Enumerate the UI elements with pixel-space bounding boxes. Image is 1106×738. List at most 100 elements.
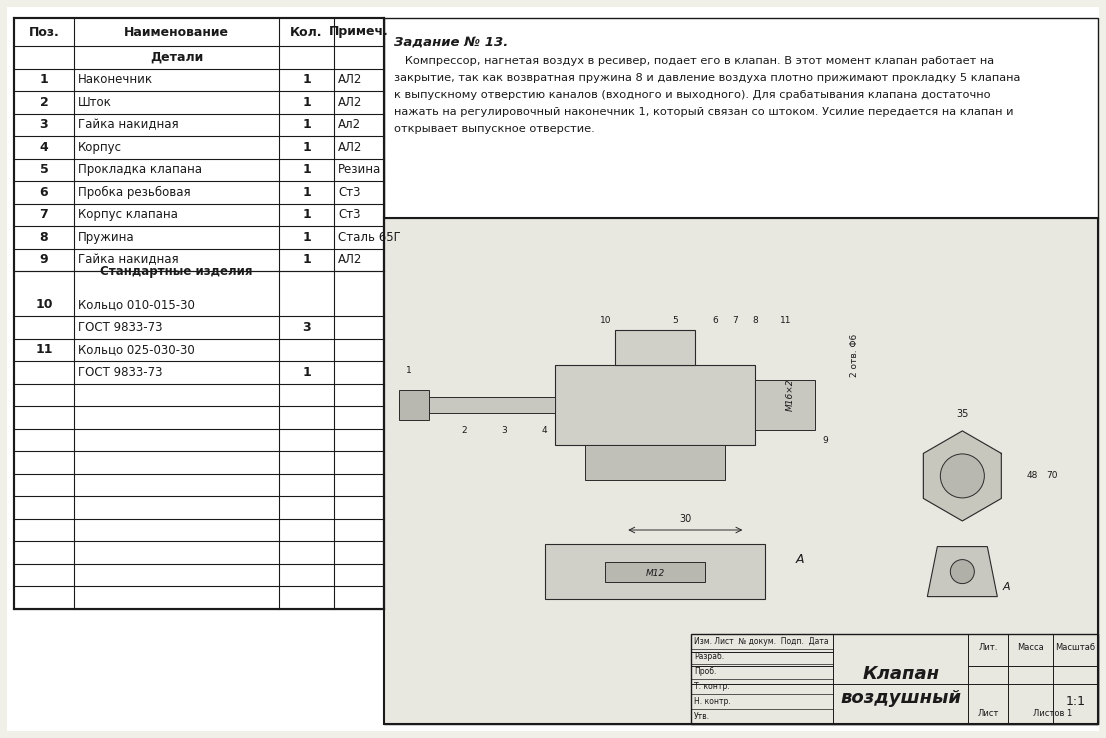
Text: 9: 9 (40, 253, 49, 266)
Text: АЛ2: АЛ2 (338, 96, 363, 108)
Text: 70: 70 (1046, 472, 1058, 480)
Text: 4: 4 (40, 141, 49, 154)
Bar (14, 18, 384, 609)
Text: ГОСТ 9833-73: ГОСТ 9833-73 (79, 366, 163, 379)
Text: Пружина: Пружина (79, 231, 135, 244)
Text: Корпус клапана: Корпус клапана (79, 208, 178, 221)
Text: 10: 10 (599, 316, 612, 325)
Circle shape (950, 559, 974, 584)
Text: Задание № 13.: Задание № 13. (394, 36, 509, 49)
Text: Сталь 65Г: Сталь 65Г (338, 231, 400, 244)
Bar (755, 380, 815, 430)
Text: 1: 1 (302, 96, 311, 108)
Text: АЛ2: АЛ2 (338, 253, 363, 266)
Text: 1: 1 (40, 73, 49, 86)
Text: Ст3: Ст3 (338, 208, 361, 221)
Text: 3: 3 (40, 118, 49, 131)
Text: Ал2: Ал2 (338, 118, 362, 131)
Text: 6: 6 (40, 186, 49, 199)
Bar (399, 397, 555, 413)
Text: Утв.: Утв. (695, 712, 710, 721)
Text: Гайка накидная: Гайка накидная (79, 253, 179, 266)
Text: 1: 1 (302, 141, 311, 154)
Text: 2: 2 (461, 426, 467, 435)
Bar (384, 218, 1098, 724)
Text: 11: 11 (35, 343, 53, 356)
Text: Детали: Детали (150, 51, 204, 63)
Text: 4: 4 (541, 426, 546, 435)
Text: Кол.: Кол. (290, 26, 323, 38)
Text: 5: 5 (672, 316, 678, 325)
Text: 9: 9 (823, 435, 828, 445)
Text: 2 отв. Φ6: 2 отв. Φ6 (851, 334, 859, 377)
Text: Изм. Лист  № докум.  Подп.  Дата: Изм. Лист № докум. Подп. Дата (695, 637, 828, 646)
Text: 1: 1 (302, 253, 311, 266)
Bar (691, 634, 1098, 724)
Text: A: A (1002, 582, 1010, 592)
Text: Наименование: Наименование (124, 26, 229, 38)
Text: 7: 7 (40, 208, 49, 221)
Bar (585, 445, 726, 480)
Text: A: A (796, 553, 804, 565)
Text: 8: 8 (40, 231, 49, 244)
Text: Пробка резьбовая: Пробка резьбовая (79, 186, 190, 199)
Text: 1: 1 (302, 231, 311, 244)
Text: Прокладка клапана: Прокладка клапана (79, 163, 202, 176)
Text: Гайка накидная: Гайка накидная (79, 118, 179, 131)
Text: 7: 7 (732, 316, 738, 325)
Text: АЛ2: АЛ2 (338, 141, 363, 154)
Text: Поз.: Поз. (29, 26, 60, 38)
Text: Масса: Масса (1018, 643, 1044, 652)
Polygon shape (924, 431, 1001, 521)
Text: Кольцо 010-015-30: Кольцо 010-015-30 (79, 298, 195, 311)
Text: 11: 11 (780, 316, 791, 325)
Text: 1: 1 (302, 208, 311, 221)
Bar (545, 544, 765, 599)
Bar (555, 365, 755, 445)
Bar (615, 330, 696, 365)
Text: Масштаб: Масштаб (1055, 643, 1096, 652)
Text: Компрессор, нагнетая воздух в ресивер, подает его в клапан. В этот момент клапан: Компрессор, нагнетая воздух в ресивер, п… (394, 56, 994, 66)
Text: 3: 3 (302, 321, 311, 334)
Text: 48: 48 (1026, 472, 1039, 480)
Polygon shape (927, 547, 998, 596)
Text: 30: 30 (679, 514, 691, 524)
Bar (605, 562, 706, 582)
Text: 8: 8 (752, 316, 759, 325)
Text: 1: 1 (302, 366, 311, 379)
Text: М12: М12 (646, 569, 665, 578)
Text: 1: 1 (302, 73, 311, 86)
Text: Кольцо 025-030-30: Кольцо 025-030-30 (79, 343, 195, 356)
Text: Резина: Резина (338, 163, 382, 176)
Text: 6: 6 (712, 316, 718, 325)
Text: 1: 1 (302, 163, 311, 176)
Text: Листов 1: Листов 1 (1033, 708, 1073, 717)
Text: М16×2: М16×2 (785, 379, 794, 412)
Text: 1: 1 (302, 186, 311, 199)
Bar (384, 218, 1098, 724)
Text: закрытие, так как возвратная пружина 8 и давление воздуха плотно прижимают прокл: закрытие, так как возвратная пружина 8 и… (394, 73, 1021, 83)
Circle shape (940, 454, 984, 498)
Text: 3: 3 (501, 426, 507, 435)
Text: 2: 2 (40, 96, 49, 108)
Text: 1: 1 (302, 118, 311, 131)
Text: Н. контр.: Н. контр. (695, 697, 731, 706)
Text: Ст3: Ст3 (338, 186, 361, 199)
Text: 5: 5 (40, 163, 49, 176)
Polygon shape (399, 390, 429, 420)
Text: к выпускному отверстию каналов (входного и выходного). Для срабатывания клапана : к выпускному отверстию каналов (входного… (394, 90, 991, 100)
Text: Наконечник: Наконечник (79, 73, 153, 86)
Text: Клапан
воздушный: Клапан воздушный (841, 666, 961, 707)
Text: 1: 1 (406, 366, 411, 375)
Text: открывает выпускное отверстие.: открывает выпускное отверстие. (394, 124, 595, 134)
Text: Лист: Лист (978, 708, 999, 717)
Text: ГОСТ 9833-73: ГОСТ 9833-73 (79, 321, 163, 334)
Text: Лит.: Лит. (979, 643, 998, 652)
Text: Т. контр.: Т. контр. (695, 682, 730, 691)
Text: Корпус: Корпус (79, 141, 122, 154)
Text: Примеч.: Примеч. (330, 26, 389, 38)
Text: нажать на регулировочный наконечник 1, который связан со штоком. Усилие передает: нажать на регулировочный наконечник 1, к… (394, 107, 1013, 117)
Text: Разраб.: Разраб. (695, 652, 724, 661)
Text: Стандартные изделия: Стандартные изделия (101, 264, 253, 277)
Text: Шток: Шток (79, 96, 112, 108)
